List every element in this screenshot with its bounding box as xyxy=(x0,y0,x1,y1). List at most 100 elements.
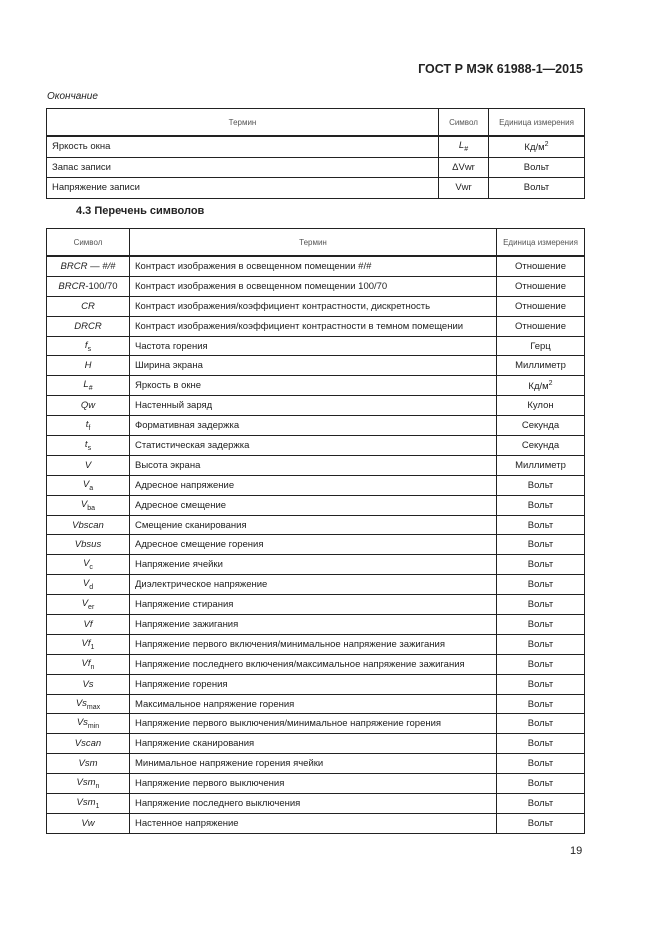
unit-cell: Вольт xyxy=(496,753,585,775)
symbol-cell: Vsmax xyxy=(46,693,130,715)
table-row: Vsm Минимальное напряжение горения ячейки… xyxy=(46,753,585,775)
unit-cell: Вольт xyxy=(496,793,585,814)
page-number: 19 xyxy=(570,845,583,857)
table-row: Vbscan Смещение сканирования Вольт xyxy=(46,514,585,536)
term-cell: Напряжение записи xyxy=(46,177,439,199)
term-cell: Ширина экрана xyxy=(129,355,497,377)
symbol-cell: BRCR-100/70 xyxy=(46,275,130,297)
symbol-cell: Vfn xyxy=(46,653,130,675)
symbol-cell: Vs xyxy=(46,673,130,695)
symbol-base: ts xyxy=(84,439,92,452)
symbol-base: Vscan xyxy=(74,738,102,750)
unit-cell: Кд/м2 xyxy=(488,135,585,158)
term-cell: Яркость в окне xyxy=(129,375,497,397)
term-cell: Диэлектрическое напряжение xyxy=(129,574,497,596)
term-cell: Запас записи xyxy=(46,156,439,178)
unit-cell: Вольт xyxy=(496,812,585,834)
table-row: Запас записи ΔVwr Вольт xyxy=(46,156,585,178)
term-cell: Минимальное напряжение горения ячейки xyxy=(129,753,497,775)
table-row: Vscan Напряжение сканирования Вольт xyxy=(46,733,585,755)
unit-cell: Отношение xyxy=(496,275,585,297)
table-row: Vsmin Напряжение первого выключения/миним… xyxy=(46,713,585,735)
column-header-term: Термин xyxy=(129,228,497,257)
symbol-subscript: a xyxy=(89,484,94,492)
table-row: tf Формативная задержка Секунда xyxy=(46,415,585,437)
symbol-subscript: max xyxy=(86,703,101,711)
term-cell: Адресное смещение горения xyxy=(129,534,497,556)
symbol-cell: Vsmin xyxy=(46,713,130,735)
symbol-cell: Vsm xyxy=(46,753,130,775)
symbol-base: Vbscan xyxy=(72,519,104,531)
symbol-subscript: er xyxy=(88,604,95,612)
unit-text: Вольт xyxy=(527,797,554,809)
unit-text: Вольт xyxy=(527,678,554,690)
unit-text: Вольт xyxy=(527,599,554,611)
unit-text: Отношение xyxy=(514,320,566,332)
symbol-subscript: 1 xyxy=(95,802,100,810)
column-header-unit: Единица измерения xyxy=(488,108,585,137)
unit-text: Отношение xyxy=(514,280,566,292)
unit-text: Вольт xyxy=(527,738,554,750)
unit-cell: Вольт xyxy=(496,614,585,635)
symbol-cell: Vc xyxy=(46,554,130,576)
term-cell: Максимальное напряжение горения xyxy=(129,693,497,715)
term-cell: Контраст изображения/коэффициент контрас… xyxy=(129,315,497,337)
table-row: Vd Диэлектрическое напряжение Вольт xyxy=(46,574,585,596)
unit-text: Герц xyxy=(530,340,551,352)
symbol-cell: tf xyxy=(46,415,130,437)
unit-cell: Вольт xyxy=(496,733,585,755)
unit-cell: Миллиметр xyxy=(496,355,585,377)
unit-cell: Вольт xyxy=(496,554,585,576)
symbol-cell: Vbscan xyxy=(46,514,130,536)
term-cell: Напряжение стирания xyxy=(129,594,497,616)
unit-text: Кулон xyxy=(527,400,554,412)
table-row: fs Частота горения Герц xyxy=(46,335,585,357)
symbol-cell: Vd xyxy=(46,574,130,596)
unit-text: Кд/м xyxy=(528,380,549,392)
unit-text: Секунда xyxy=(521,439,560,451)
unit-cell: Отношение xyxy=(496,255,585,277)
symbol-suffix: -100/70 xyxy=(85,280,118,292)
symbol-suffix: Vwr xyxy=(455,182,472,194)
symbol-base: BRCR — #/# xyxy=(60,260,116,272)
table-row: Vw Настенное напряжение Вольт xyxy=(46,812,585,834)
term-cell: Напряжение первого включения/минимальное… xyxy=(129,633,497,655)
symbol-base: Vw xyxy=(81,817,95,829)
symbol-cell: CR xyxy=(46,295,130,317)
table-row: L# Яркость в окне Кд/м2 xyxy=(46,375,585,397)
symbol-cell: Vbsus xyxy=(46,534,130,556)
symbol-base: Vbsus xyxy=(74,539,102,551)
symbol-base: V xyxy=(84,459,92,471)
symbol-base: Qw xyxy=(80,400,96,412)
symbol-cell: fs xyxy=(46,335,130,357)
symbol-subscript: n xyxy=(95,783,100,791)
unit-text: Отношение xyxy=(514,300,566,312)
symbol-cell: Vba xyxy=(46,494,130,516)
symbol-base: Vd xyxy=(82,578,94,592)
symbol-cell: Vf1 xyxy=(46,633,130,655)
unit-text: Вольт xyxy=(527,499,554,511)
table-row: Vf Напряжение зажигания Вольт xyxy=(46,614,585,635)
unit-text: Вольт xyxy=(527,698,554,710)
symbol-base: Va xyxy=(82,478,94,492)
unit-cell: Отношение xyxy=(496,315,585,337)
symbol-cell: DRCR xyxy=(46,315,130,337)
table-row: Vc Напряжение ячейки Вольт xyxy=(46,554,585,576)
unit-cell: Вольт xyxy=(496,693,585,715)
symbol-base: Vba xyxy=(80,498,96,512)
symbol-base: Vc xyxy=(83,558,93,572)
unit-text: Миллиметр xyxy=(515,360,566,372)
term-cell: Напряжение ячейки xyxy=(129,554,497,576)
unit-cell: Вольт xyxy=(496,474,585,496)
symbol-subscript: n xyxy=(90,663,95,671)
column-header-symbol: Символ xyxy=(46,228,130,257)
symbol-base: Vsm xyxy=(78,758,98,770)
symbol-base: L# xyxy=(458,140,469,154)
symbol-cell: Vw xyxy=(46,812,130,834)
unit-text: Вольт xyxy=(527,579,554,591)
unit-text: Миллиметр xyxy=(515,459,566,471)
term-cell: Напряжение последнего выключения xyxy=(129,793,497,814)
unit-superscript: 2 xyxy=(548,379,553,387)
symbol-base: Vsmin xyxy=(76,717,100,731)
